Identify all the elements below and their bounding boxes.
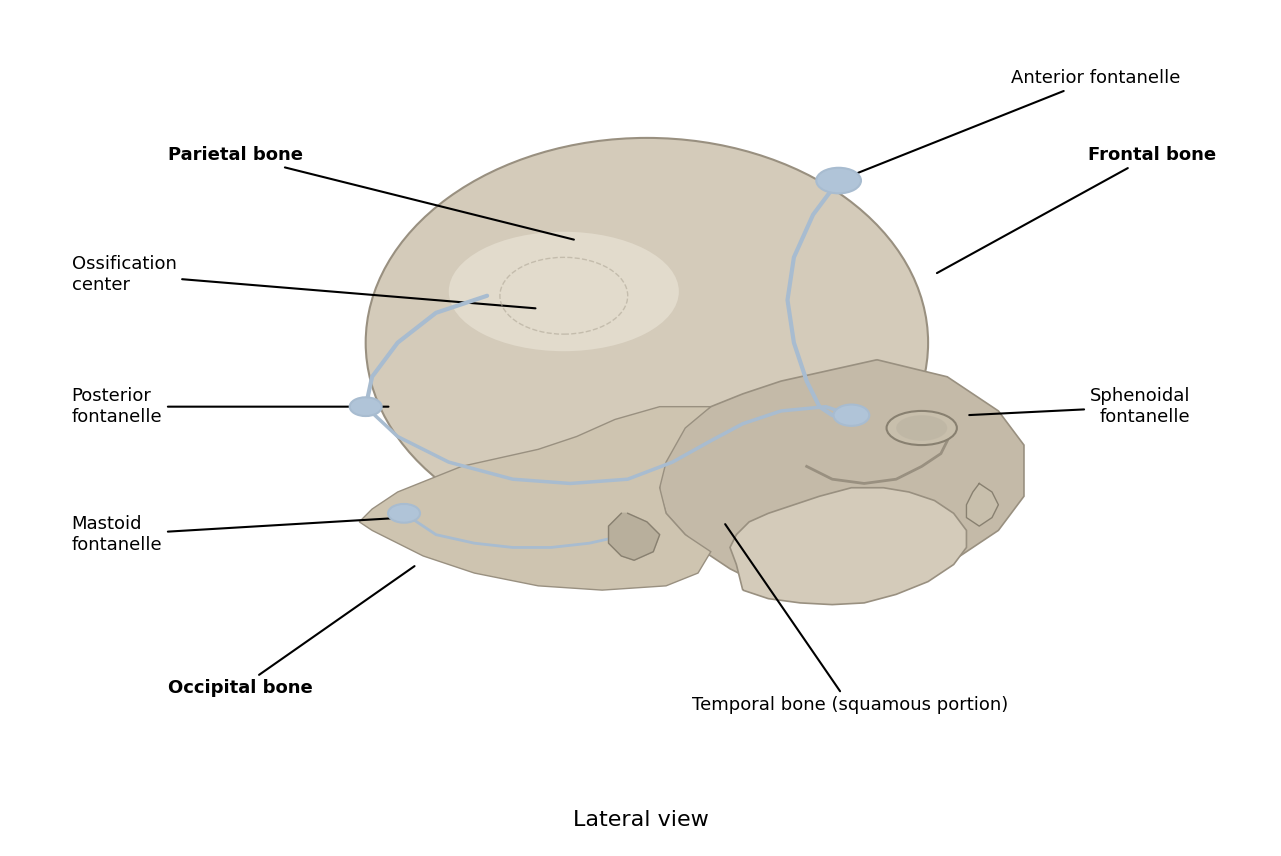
Ellipse shape bbox=[816, 168, 861, 193]
Ellipse shape bbox=[897, 415, 947, 441]
Ellipse shape bbox=[834, 405, 870, 426]
Ellipse shape bbox=[388, 504, 420, 523]
Text: Parietal bone: Parietal bone bbox=[168, 146, 574, 240]
Text: Occipital bone: Occipital bone bbox=[168, 566, 415, 698]
Text: Posterior
fontanelle: Posterior fontanelle bbox=[72, 387, 388, 426]
Text: Ossification
center: Ossification center bbox=[72, 255, 535, 308]
PathPatch shape bbox=[660, 360, 1024, 598]
Polygon shape bbox=[966, 484, 998, 526]
Ellipse shape bbox=[448, 232, 679, 351]
Text: Sphenoidal
fontanelle: Sphenoidal fontanelle bbox=[970, 387, 1190, 426]
Text: Anterior fontanelle: Anterior fontanelle bbox=[842, 69, 1181, 180]
PathPatch shape bbox=[730, 488, 966, 604]
Ellipse shape bbox=[365, 138, 929, 548]
Text: Frontal bone: Frontal bone bbox=[936, 146, 1216, 273]
PathPatch shape bbox=[359, 407, 711, 590]
Text: Lateral view: Lateral view bbox=[573, 811, 708, 830]
Ellipse shape bbox=[886, 411, 957, 445]
Text: Temporal bone (squamous portion): Temporal bone (squamous portion) bbox=[692, 524, 1008, 714]
Polygon shape bbox=[608, 514, 660, 560]
Ellipse shape bbox=[350, 397, 382, 416]
Text: Mastoid
fontanelle: Mastoid fontanelle bbox=[72, 515, 401, 554]
